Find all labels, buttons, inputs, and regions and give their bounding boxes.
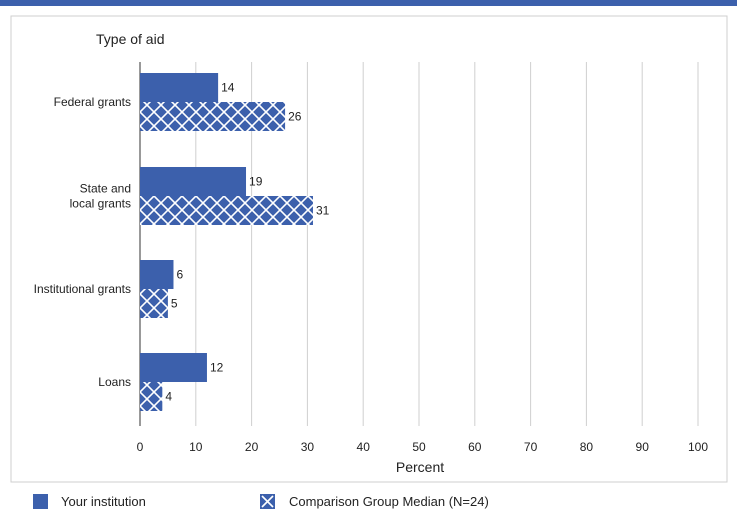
legend: Your institution Comparison Group Median … [33,494,489,509]
legend-crosshatch-mark [261,495,274,508]
data-label: 5 [171,297,178,311]
x-tick-label: 30 [301,440,315,454]
bar-comparison-median [140,382,163,411]
data-label: 4 [165,390,172,404]
x-tick-label: 40 [357,440,371,454]
category-label: local grants [70,197,131,211]
x-tick-label: 60 [468,440,482,454]
data-label: 26 [288,110,302,124]
data-label: 6 [176,268,183,282]
category-label: Institutional grants [34,282,131,296]
legend-label-your-institution: Your institution [61,494,146,509]
bar-your-institution [140,353,207,382]
x-tick-label: 80 [580,440,594,454]
legend-label-comparison-median: Comparison Group Median (N=24) [289,494,489,509]
bar-your-institution [140,167,247,196]
labels: 0 10 20 30 40 50 60 70 80 90 100 14 26 Federal grants… [34,81,709,455]
data-label: 12 [210,361,224,375]
category-label: State and [80,182,131,196]
bars [140,73,313,411]
category-label: Federal grants [54,95,131,109]
x-tick-label: 20 [245,440,259,454]
x-tick-label: 10 [189,440,203,454]
bar-your-institution [140,73,219,102]
category-label: Loans [98,375,131,389]
chart-title: Type of aid [96,31,165,47]
bar-comparison-median [140,196,313,225]
x-tick-label: 90 [636,440,650,454]
x-tick-label: 70 [524,440,538,454]
plot-frame [10,15,728,483]
bar-comparison-median [140,289,168,318]
x-axis-label: Percent [396,459,444,475]
data-label: 31 [316,204,330,218]
x-tick-label: 100 [688,440,708,454]
x-tick-label: 50 [412,440,426,454]
bar-your-institution [140,260,174,289]
top-accent-bar [0,0,737,6]
legend-swatch-your-institution [33,494,48,509]
data-label: 14 [221,81,235,95]
x-tick-label: 0 [137,440,144,454]
data-label: 19 [249,175,263,189]
bar-comparison-median [140,102,286,131]
